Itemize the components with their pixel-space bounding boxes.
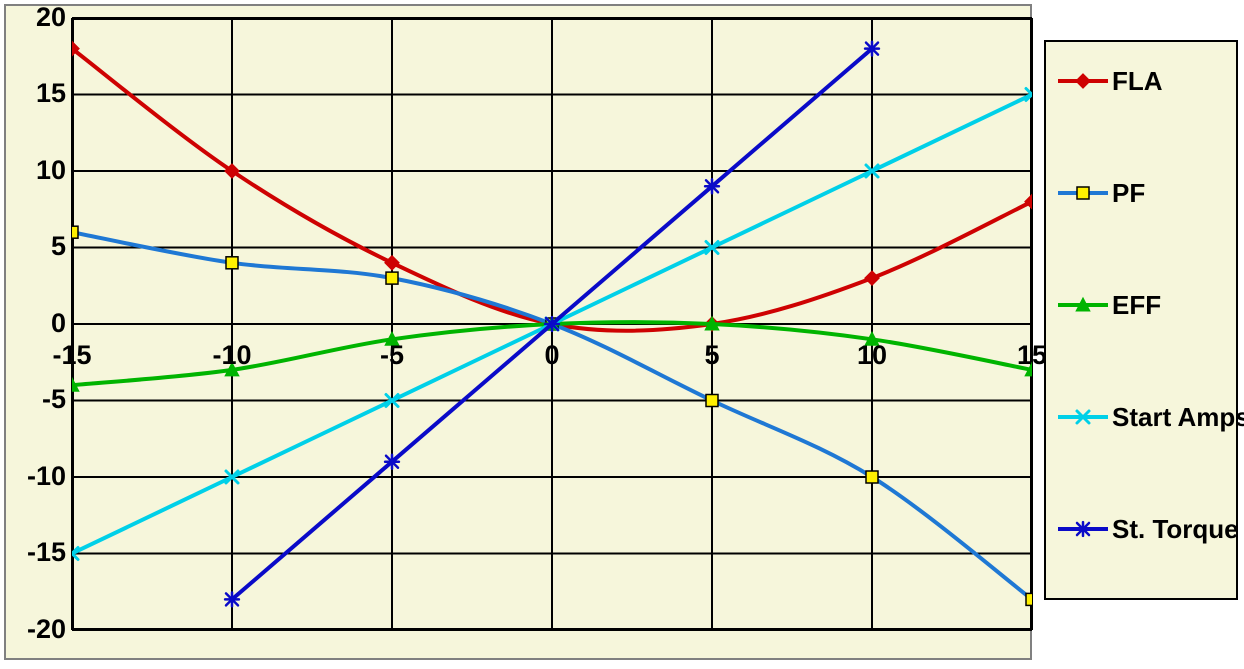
chart-root: -20-15-10-505101520-15-10-5051015FLAPFEF… xyxy=(0,0,1244,669)
legend-label-fla: FLA xyxy=(1112,66,1163,97)
legend-sample-fla xyxy=(1058,71,1108,91)
legend-label-st_torque: St. Torque xyxy=(1112,514,1239,545)
legend-sample-eff xyxy=(1058,295,1108,315)
legend-item-start_amps: Start Amps xyxy=(1046,402,1244,432)
legend-label-start_amps: Start Amps xyxy=(1112,402,1244,433)
legend-label-eff: EFF xyxy=(1112,290,1161,321)
legend-item-eff: EFF xyxy=(1046,290,1244,320)
legend-sample-pf xyxy=(1058,183,1108,203)
legend-sample-st_torque xyxy=(1058,519,1108,539)
legend-item-fla: FLA xyxy=(1046,66,1244,96)
legend-item-pf: PF xyxy=(1046,178,1244,208)
legend-sample-start_amps xyxy=(1058,407,1108,427)
legend-item-st_torque: St. Torque xyxy=(1046,514,1244,544)
legend-label-pf: PF xyxy=(1112,178,1145,209)
legend: FLAPFEFFStart AmpsSt. Torque xyxy=(1044,40,1238,600)
